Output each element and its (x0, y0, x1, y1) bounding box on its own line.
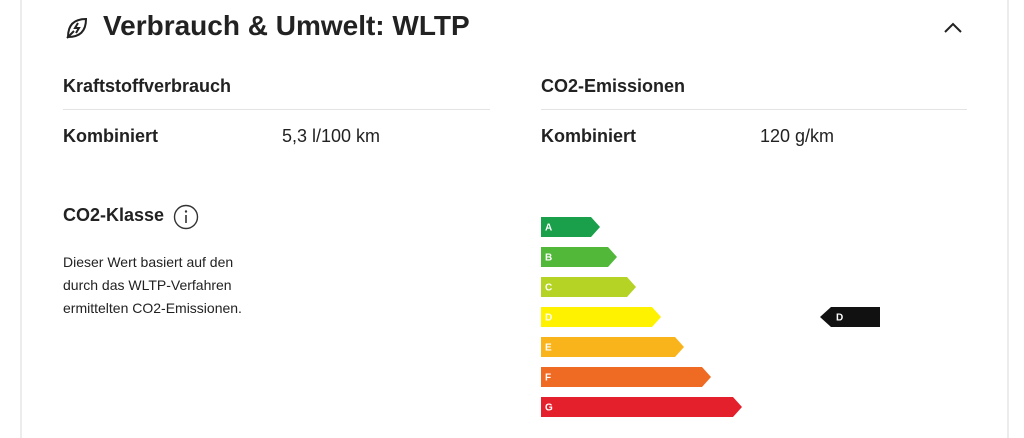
emissions-value: 120 g/km (760, 126, 835, 146)
co2-class-title: CO2-Klasse (63, 205, 165, 225)
section-title: Verbrauch & Umwelt: WLTP (103, 10, 470, 41)
card (20, 0, 1009, 438)
info-icon[interactable] (173, 204, 199, 230)
class-bar (541, 397, 742, 417)
description-line: durch das WLTP-Verfahren (63, 277, 232, 293)
class-letter: C (545, 283, 552, 294)
collapse-button[interactable] (942, 20, 964, 36)
class-letter: D (545, 313, 552, 324)
description-line: ermittelten CO2-Emissionen. (63, 300, 242, 316)
class-letter: B (545, 253, 552, 264)
class-bar (541, 337, 684, 357)
description-line: Dieser Wert basiert auf den (63, 254, 234, 270)
divider (541, 109, 967, 110)
class-letter: F (545, 373, 551, 384)
class-bar (541, 367, 711, 387)
class-letter: A (545, 223, 552, 234)
current-class-indicator (820, 307, 880, 327)
current-class-letter: D (836, 313, 843, 324)
class-bar (541, 247, 617, 267)
class-bar (541, 307, 661, 327)
class-letter: G (545, 403, 553, 414)
description: Dieser Wert basiert auf den durch das WLT… (63, 251, 242, 320)
class-bar (541, 277, 636, 297)
emissions-label: Kombiniert (541, 126, 637, 146)
fuel-value: 5,3 l/100 km (282, 126, 381, 146)
class-letter: E (545, 343, 552, 354)
leaf-icon (66, 17, 88, 39)
emissions-title: CO2-Emissionen (541, 76, 686, 96)
class-bar (541, 217, 600, 237)
fuel-title: Kraftstoffverbrauch (63, 76, 232, 96)
fuel-label: Kombiniert (63, 126, 159, 146)
divider (63, 109, 490, 110)
